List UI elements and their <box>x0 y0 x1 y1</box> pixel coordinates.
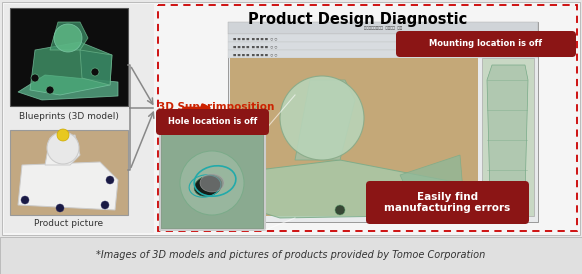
FancyBboxPatch shape <box>0 237 582 274</box>
Polygon shape <box>295 80 355 160</box>
Text: 3D Superimposition: 3D Superimposition <box>158 102 274 112</box>
Circle shape <box>101 201 109 209</box>
FancyBboxPatch shape <box>10 130 128 215</box>
Text: Product Design Diagnostic: Product Design Diagnostic <box>248 12 467 27</box>
Circle shape <box>21 196 29 204</box>
Text: ■ ■ ■ ■  ■ ■ ■ ■  ○ ○: ■ ■ ■ ■ ■ ■ ■ ■ ○ ○ <box>233 44 278 48</box>
Circle shape <box>335 205 345 215</box>
Circle shape <box>180 151 244 215</box>
Polygon shape <box>80 50 112 85</box>
Text: *Images of 3D models and pictures of products provided by Tomoe Corporation: *Images of 3D models and pictures of pro… <box>97 250 485 260</box>
Circle shape <box>280 76 364 160</box>
Text: Mounting location is off: Mounting location is off <box>430 39 542 48</box>
Circle shape <box>250 200 260 210</box>
Circle shape <box>54 24 82 52</box>
Polygon shape <box>45 135 80 165</box>
Circle shape <box>106 176 114 184</box>
Polygon shape <box>400 155 465 218</box>
Text: Hole location is off: Hole location is off <box>168 118 257 127</box>
FancyBboxPatch shape <box>228 42 538 50</box>
Polygon shape <box>50 22 88 50</box>
FancyBboxPatch shape <box>228 22 538 34</box>
Circle shape <box>57 129 69 141</box>
Polygon shape <box>487 65 528 195</box>
Ellipse shape <box>194 176 222 196</box>
Circle shape <box>91 68 99 76</box>
FancyBboxPatch shape <box>162 132 263 228</box>
Circle shape <box>243 175 253 185</box>
Text: ■ ■ ■ ■  ■ ■ ■ ■  ○ ○: ■ ■ ■ ■ ■ ■ ■ ■ ○ ○ <box>233 52 278 56</box>
Circle shape <box>425 205 435 215</box>
Text: ■ ■ ■ ■  ■ ■ ■ ■  ○ ○: ■ ■ ■ ■ ■ ■ ■ ■ ○ ○ <box>233 36 278 40</box>
Polygon shape <box>238 105 258 205</box>
FancyBboxPatch shape <box>156 109 269 135</box>
FancyBboxPatch shape <box>396 31 576 57</box>
Ellipse shape <box>200 174 224 192</box>
FancyBboxPatch shape <box>228 50 538 58</box>
FancyBboxPatch shape <box>4 4 154 233</box>
Polygon shape <box>30 42 112 95</box>
Circle shape <box>46 86 54 94</box>
FancyBboxPatch shape <box>228 34 538 42</box>
FancyBboxPatch shape <box>230 58 478 216</box>
FancyBboxPatch shape <box>366 181 529 224</box>
FancyBboxPatch shape <box>2 2 580 235</box>
Polygon shape <box>18 75 118 100</box>
FancyBboxPatch shape <box>160 130 265 230</box>
Text: Easily find
manufacturing errors: Easily find manufacturing errors <box>384 192 510 213</box>
Text: Blueprints (3D model): Blueprints (3D model) <box>19 112 119 121</box>
Polygon shape <box>238 160 470 218</box>
Text: 日本語アプリ画面  ファイル  編集: 日本語アプリ画面 ファイル 編集 <box>364 26 402 30</box>
Circle shape <box>47 132 79 164</box>
FancyBboxPatch shape <box>228 22 538 222</box>
FancyBboxPatch shape <box>482 58 534 216</box>
Text: Product picture: Product picture <box>34 219 104 228</box>
FancyBboxPatch shape <box>10 8 128 106</box>
Circle shape <box>31 74 39 82</box>
Circle shape <box>56 204 64 212</box>
Polygon shape <box>18 162 118 210</box>
